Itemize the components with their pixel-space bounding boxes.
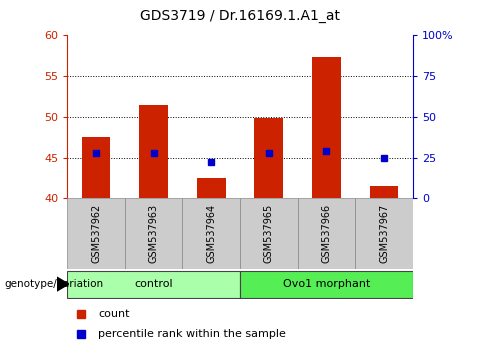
- Text: GSM537963: GSM537963: [149, 204, 158, 263]
- Text: GSM537965: GSM537965: [264, 204, 274, 263]
- Bar: [182, 198, 240, 269]
- Bar: [355, 198, 413, 269]
- Bar: [240, 198, 298, 269]
- Bar: [312, 57, 341, 198]
- Bar: [370, 186, 398, 198]
- Bar: [240, 270, 413, 298]
- Bar: [125, 198, 182, 269]
- Text: GDS3719 / Dr.16169.1.A1_at: GDS3719 / Dr.16169.1.A1_at: [140, 9, 340, 23]
- Bar: [298, 198, 355, 269]
- Text: count: count: [98, 309, 130, 319]
- Bar: [67, 198, 125, 269]
- Text: control: control: [134, 279, 173, 289]
- Bar: [82, 137, 110, 198]
- Polygon shape: [57, 277, 69, 291]
- Bar: [67, 270, 240, 298]
- Bar: [254, 119, 283, 198]
- Text: GSM537964: GSM537964: [206, 204, 216, 263]
- Text: genotype/variation: genotype/variation: [5, 279, 104, 289]
- Text: GSM537966: GSM537966: [322, 204, 331, 263]
- Text: GSM537967: GSM537967: [379, 204, 389, 263]
- Text: Ovo1 morphant: Ovo1 morphant: [283, 279, 370, 289]
- Bar: [139, 105, 168, 198]
- Bar: [197, 178, 226, 198]
- Text: percentile rank within the sample: percentile rank within the sample: [98, 329, 286, 339]
- Text: GSM537962: GSM537962: [91, 204, 101, 263]
